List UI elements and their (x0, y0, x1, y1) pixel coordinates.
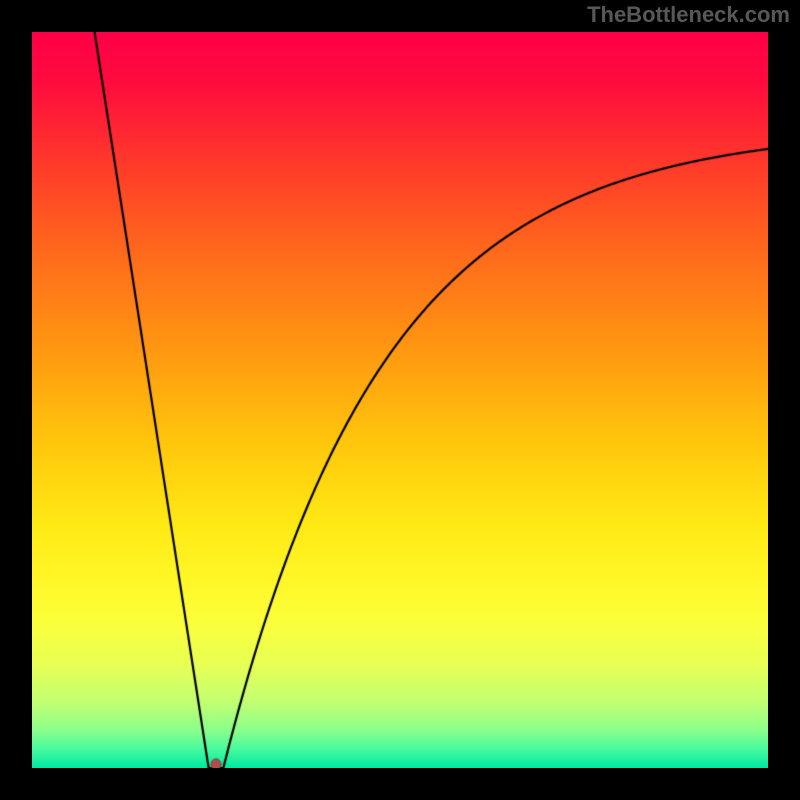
chart-canvas (32, 32, 768, 768)
figure-outer: TheBottleneck.com (0, 0, 800, 800)
attribution-label: TheBottleneck.com (587, 2, 790, 28)
bottleneck-chart (32, 32, 768, 768)
